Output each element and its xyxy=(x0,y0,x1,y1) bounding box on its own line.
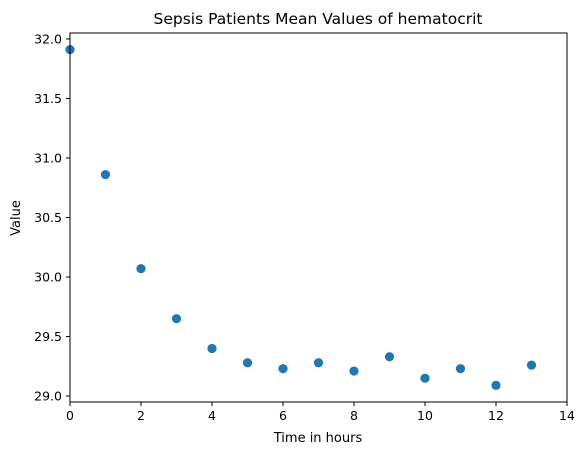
plot-area: 0 2 4 6 8 10 12 14 29.0 29.5 30.0 30.5 31.0 31.5 32.0 xyxy=(34,31,575,423)
y-tick-label: 30.0 xyxy=(34,270,62,285)
x-tick-label: 8 xyxy=(350,408,358,423)
data-point xyxy=(207,343,217,354)
data-point xyxy=(491,380,501,390)
data-point xyxy=(171,314,182,324)
y-tick-label: 32.0 xyxy=(34,31,62,46)
y-tick-label: 29.5 xyxy=(34,329,62,344)
chart-title: Sepsis Patients Mean Values of hematocri… xyxy=(154,10,483,28)
data-point xyxy=(136,264,146,274)
data-point xyxy=(384,352,395,362)
x-tick-label: 2 xyxy=(137,408,145,423)
x-tick-label: 0 xyxy=(66,408,74,423)
data-point xyxy=(313,358,324,368)
x-tick-label: 4 xyxy=(208,408,216,423)
x-tick-label: 6 xyxy=(279,408,287,423)
x-axis-label: Time in hours xyxy=(273,431,363,446)
data-point xyxy=(242,358,253,368)
y-tick-label: 29.0 xyxy=(34,389,62,404)
x-tick-label: 12 xyxy=(488,408,504,423)
data-point xyxy=(100,170,111,180)
data-point xyxy=(420,373,430,383)
x-tick-label: 10 xyxy=(417,408,433,423)
y-tick-label: 30.5 xyxy=(34,210,62,225)
y-tick-label: 31.0 xyxy=(34,150,62,165)
data-point xyxy=(349,366,359,376)
data-point xyxy=(455,364,466,374)
plot-background xyxy=(70,33,567,402)
x-tick-label: 14 xyxy=(559,408,575,423)
y-axis-label: Value xyxy=(9,200,24,236)
data-point xyxy=(526,360,537,370)
data-point xyxy=(278,364,288,374)
y-tick-label: 31.5 xyxy=(34,91,62,106)
